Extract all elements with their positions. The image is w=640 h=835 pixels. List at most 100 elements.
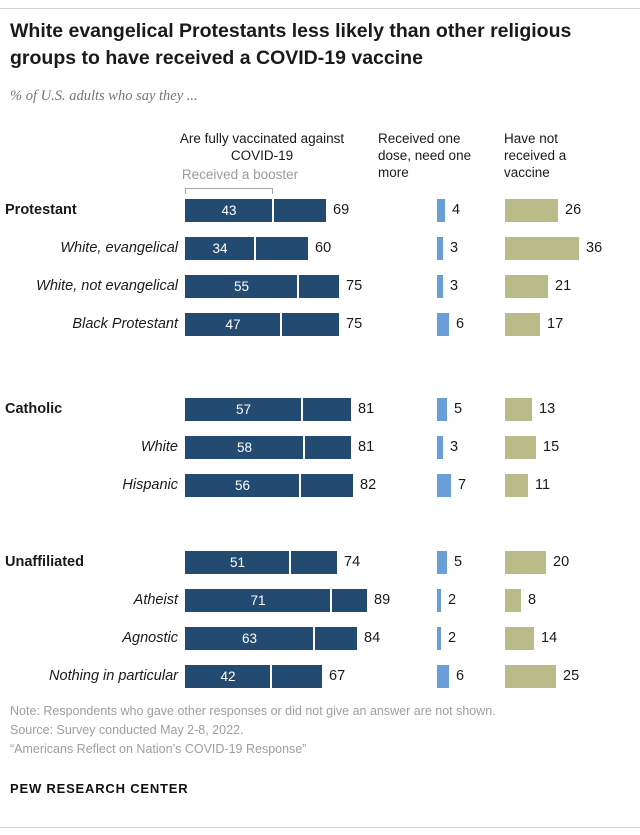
- fully-vaccinated-value: 81: [358, 401, 375, 417]
- fully-vaccinated-value: 84: [364, 630, 381, 646]
- not-received-bar: [505, 313, 540, 336]
- fully-vaccinated-bar: 58: [185, 436, 351, 459]
- footer-brand: PEW RESEARCH CENTER: [10, 781, 189, 796]
- row-label: White: [140, 439, 178, 455]
- row-label: Nothing in particular: [49, 668, 178, 684]
- not-received-value: 11: [535, 477, 551, 493]
- one-dose-value: 5: [454, 554, 463, 570]
- not-received-bar: [505, 551, 546, 574]
- fully-vaccinated-bar: 55: [185, 275, 339, 298]
- booster-value: 56: [234, 478, 251, 493]
- fully-vaccinated-bar: 56: [185, 474, 353, 497]
- not-received-bar: [505, 398, 532, 421]
- note-line: Note: Respondents who gave other respons…: [10, 704, 496, 718]
- fully-vaccinated-bar: 34: [185, 237, 308, 260]
- not-received-bar: [505, 275, 548, 298]
- fully-vaccinated-value: 82: [360, 477, 377, 493]
- source-line: Source: Survey conducted May 2-8, 2022.: [10, 723, 244, 737]
- one-dose-value: 3: [450, 240, 459, 256]
- one-dose-value: 3: [450, 439, 459, 455]
- fully-vaccinated-value: 75: [346, 278, 363, 294]
- one-dose-bar: [437, 551, 447, 574]
- fully-vaccinated-bar: 42: [185, 665, 322, 688]
- booster-divider: [299, 474, 301, 497]
- booster-divider: [297, 275, 299, 298]
- chart-subtitle: % of U.S. adults who say they ...: [10, 88, 198, 104]
- booster-divider: [330, 589, 332, 612]
- page-title: White evangelical Protestants less likel…: [10, 20, 572, 69]
- one-dose-value: 2: [448, 630, 457, 646]
- booster-bracket: [185, 188, 273, 194]
- top-rule: [0, 8, 640, 9]
- fully-vaccinated-value: 75: [346, 316, 363, 332]
- fully-vaccinated-bar: 51: [185, 551, 337, 574]
- booster-label: Received a booster: [181, 167, 299, 182]
- not-received-value: 20: [553, 554, 570, 570]
- fully-vaccinated-value: 74: [344, 554, 361, 570]
- one-dose-bar: [437, 436, 443, 459]
- fully-vaccinated-bar: 57: [185, 398, 351, 421]
- booster-value: 57: [235, 402, 252, 417]
- booster-value: 71: [250, 593, 266, 608]
- one-dose-value: 7: [458, 477, 467, 493]
- row-label: Hispanic: [122, 477, 178, 493]
- not-received-value: 15: [543, 439, 560, 455]
- booster-value: 42: [220, 669, 236, 684]
- booster-value: 55: [233, 279, 250, 294]
- notes-block: Note: Respondents who gave other respons…: [10, 702, 496, 759]
- not-received-bar: [505, 436, 536, 459]
- row-label: White, evangelical: [60, 240, 178, 256]
- booster-value: 58: [236, 440, 253, 455]
- one-dose-value: 2: [448, 592, 457, 608]
- column-header-one-dose: Received one dose, need one more: [378, 131, 472, 180]
- not-received-value: 26: [565, 202, 582, 218]
- fully-vaccinated-value: 67: [329, 668, 346, 684]
- one-dose-bar: [437, 627, 441, 650]
- row-label: Catholic: [5, 401, 63, 417]
- row-label: Agnostic: [122, 630, 178, 646]
- not-received-value: 36: [586, 240, 603, 256]
- booster-divider: [272, 199, 274, 222]
- one-dose-value: 3: [450, 278, 459, 294]
- fully-vaccinated-value: 60: [315, 240, 332, 256]
- column-header-fully-vaccinated: Are fully vaccinated against COVID-19: [179, 131, 345, 163]
- one-dose-bar: [437, 275, 443, 298]
- booster-value: 43: [221, 203, 237, 218]
- booster-divider: [270, 665, 272, 688]
- column-header-not-received: Have not received a vaccine: [504, 131, 567, 180]
- booster-divider: [280, 313, 282, 336]
- booster-value: 47: [225, 317, 241, 332]
- fully-vaccinated-value: 81: [358, 439, 375, 455]
- fully-vaccinated-bar: 43: [185, 199, 326, 222]
- fully-vaccinated-bar: 63: [185, 627, 357, 650]
- one-dose-value: 5: [454, 401, 463, 417]
- row-label: Black Protestant: [72, 316, 178, 332]
- one-dose-bar: [437, 398, 447, 421]
- one-dose-value: 6: [456, 668, 465, 684]
- booster-value: 63: [241, 631, 258, 646]
- fully-vaccinated-value: 89: [374, 592, 391, 608]
- one-dose-bar: [437, 665, 449, 688]
- booster-divider: [301, 398, 303, 421]
- row-label: Protestant: [5, 202, 77, 218]
- not-received-value: 8: [528, 592, 537, 608]
- not-received-value: 21: [555, 278, 572, 294]
- one-dose-bar: [437, 589, 441, 612]
- booster-value: 34: [212, 241, 228, 256]
- fully-vaccinated-bar: 71: [185, 589, 367, 612]
- booster-divider: [254, 237, 256, 260]
- row-label: White, not evangelical: [36, 278, 178, 294]
- one-dose-bar: [437, 199, 445, 222]
- not-received-bar: [505, 237, 579, 260]
- booster-divider: [313, 627, 315, 650]
- report-line: “Americans Reflect on Nation’s COVID-19 …: [10, 742, 307, 756]
- not-received-bar: [505, 474, 528, 497]
- not-received-value: 14: [541, 630, 558, 646]
- not-received-bar: [505, 665, 556, 688]
- booster-value: 51: [229, 555, 246, 570]
- not-received-bar: [505, 627, 534, 650]
- not-received-value: 13: [539, 401, 556, 417]
- one-dose-bar: [437, 313, 449, 336]
